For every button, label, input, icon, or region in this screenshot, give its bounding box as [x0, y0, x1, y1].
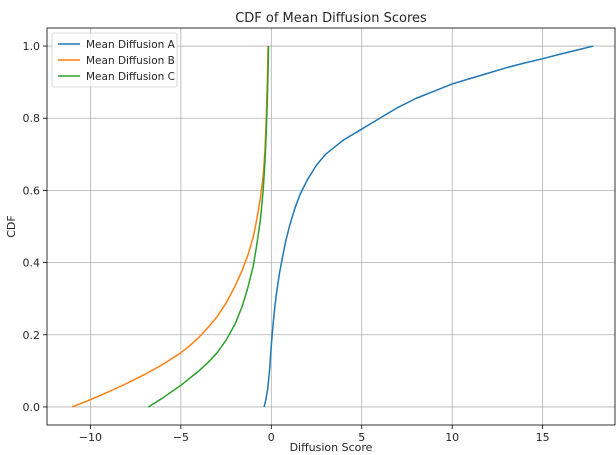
- x-tick-label: 15: [536, 431, 550, 444]
- plot-frame: [46, 27, 616, 426]
- x-tick-label: 0: [268, 431, 275, 444]
- y-tick-label: 0.6: [23, 184, 41, 197]
- x-tick-label: 10: [445, 431, 459, 444]
- x-tick-label: 5: [358, 431, 365, 444]
- series-line-mean-diffusion-b: [72, 46, 269, 408]
- legend-box: [51, 32, 178, 88]
- x-tick-label: −10: [79, 431, 102, 444]
- series-line-mean-diffusion-c: [147, 46, 270, 408]
- y-tick-label: 1.0: [23, 40, 41, 53]
- series-layer: [72, 45, 594, 408]
- tick-layer: −10 −5 0 5 10 15 0.0 0.2 0.4 0.6 0.8 1.0: [23, 40, 550, 444]
- y-axis-label: CDF: [5, 215, 18, 237]
- y-tick-label: 0.0: [23, 401, 41, 414]
- y-tick-label: 0.2: [23, 329, 41, 342]
- series-line-mean-diffusion-a: [263, 45, 594, 408]
- legend: Mean Diffusion A Mean Diffusion B Mean Dif…: [51, 32, 178, 88]
- legend-label: Mean Diffusion C: [86, 71, 175, 83]
- x-tick-label: −5: [173, 431, 189, 444]
- chart-title: CDF of Mean Diffusion Scores: [235, 11, 427, 26]
- y-tick-label: 0.4: [23, 257, 41, 270]
- grid-layer: [47, 28, 615, 425]
- x-axis-label: Diffusion Score: [290, 441, 373, 454]
- y-tick-label: 0.8: [23, 112, 41, 125]
- legend-label: Mean Diffusion A: [86, 39, 176, 51]
- legend-label: Mean Diffusion B: [86, 55, 175, 67]
